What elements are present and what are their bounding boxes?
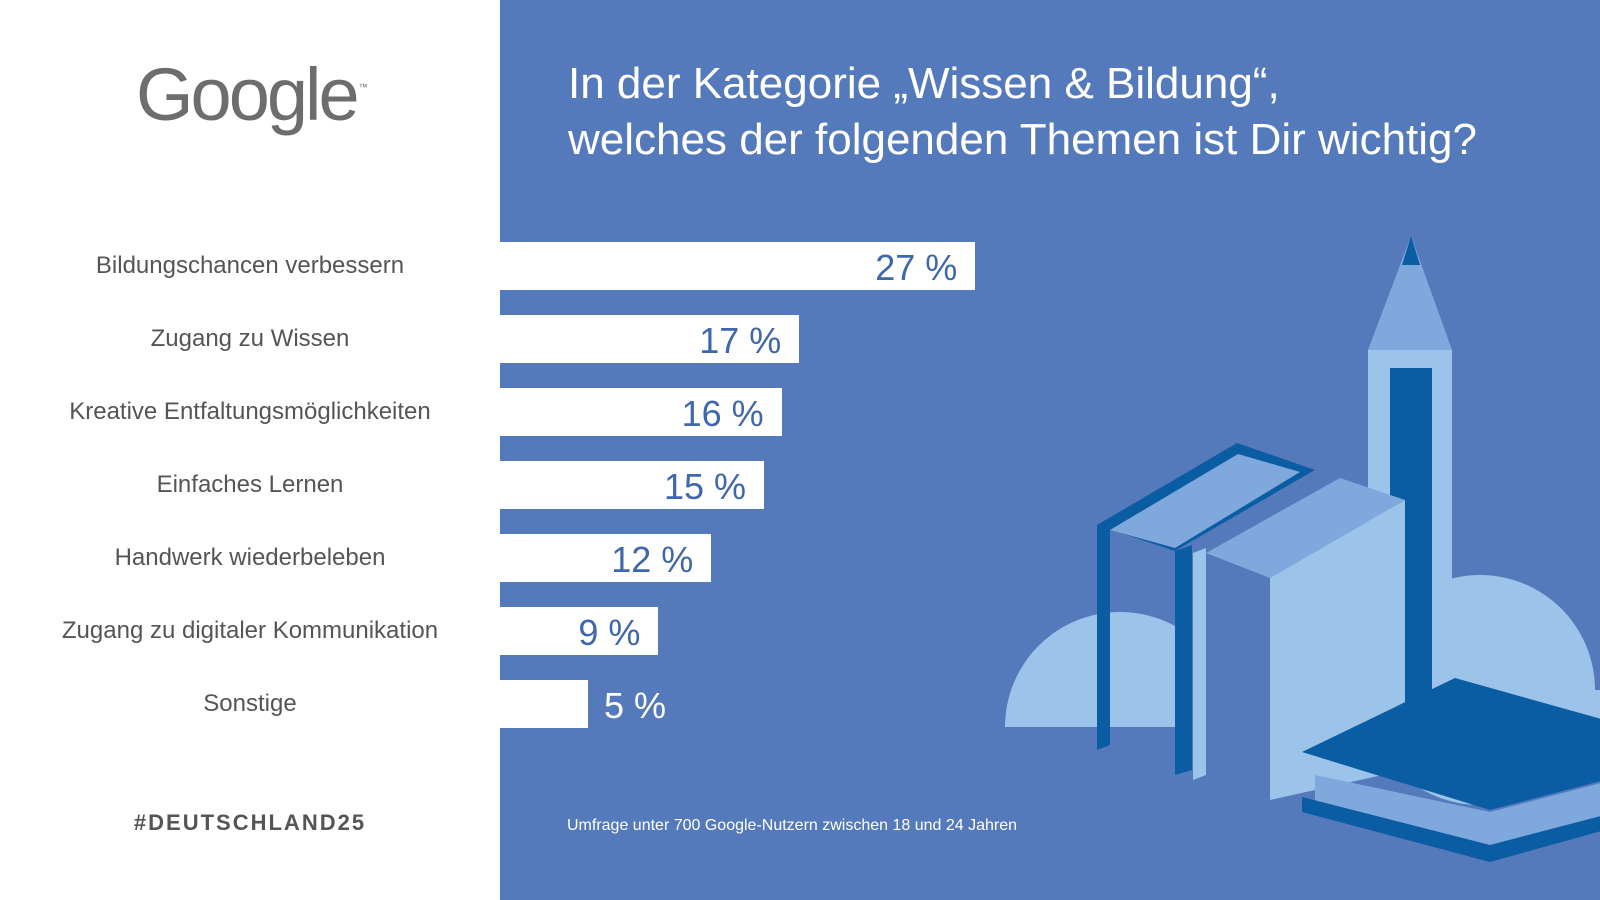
book-lying-top <box>1302 678 1600 810</box>
pencil-lead-shape <box>1402 236 1420 265</box>
book-back-cover <box>1110 454 1300 548</box>
category-label: Einfaches Lernen <box>156 471 344 498</box>
left-panel: Google ™ Bildungschancen verbessern Zugang… <box>0 0 500 900</box>
bar-value-label: 5 % <box>604 685 667 726</box>
bar <box>500 242 976 290</box>
title-line-1: In der Kategorie „Wissen & Bildung“, <box>568 59 1280 108</box>
logo-text: Google <box>136 53 360 136</box>
bar-value-label: 9 % <box>578 612 641 653</box>
book-front-top <box>1206 478 1405 578</box>
bar <box>500 388 782 436</box>
bar <box>500 534 712 582</box>
category-label: Handwerk wiederbeleben <box>114 544 386 571</box>
book-front-spine <box>1193 548 1206 780</box>
bar-value-label: 15 % <box>664 466 747 507</box>
bar <box>500 461 764 509</box>
bar-value-label: 17 % <box>699 320 782 361</box>
bar-value-label: 27 % <box>875 247 958 288</box>
bar-value-label: 16 % <box>681 393 764 434</box>
google-logo: Google ™ <box>136 52 368 137</box>
hashtag: #DEUTSCHLAND25 <box>133 810 367 835</box>
book-lying-pages <box>1315 775 1600 845</box>
pencil-tip-shape <box>1368 236 1452 350</box>
category-label: Sonstige <box>203 690 297 717</box>
category-label: Zugang zu digitaler Kommunikation <box>61 617 439 644</box>
book-back-edge <box>1175 545 1192 775</box>
bar-value-label: 12 % <box>611 539 694 580</box>
category-label: Bildungschancen verbessern <box>95 252 405 279</box>
right-panel <box>500 0 1600 900</box>
title-line-2: welches der folgenden Themen ist Dir wic… <box>568 115 1477 164</box>
survey-footnote: Umfrage unter 700 Google-Nutzern zwische… <box>567 817 1018 834</box>
category-label: Zugang zu Wissen <box>150 325 350 352</box>
chart-title: In der Kategorie „Wissen & Bildung“, wel… <box>568 56 1568 168</box>
bar <box>500 680 588 728</box>
book-back-spine <box>1097 520 1110 750</box>
bar <box>500 315 800 363</box>
logo-trademark: ™ <box>358 82 368 92</box>
books-and-pencil-icon <box>1005 236 1600 862</box>
book-lying-bottom <box>1302 797 1600 862</box>
category-label: Kreative Entfaltungsmöglichkeiten <box>69 398 431 425</box>
bar <box>500 607 659 655</box>
